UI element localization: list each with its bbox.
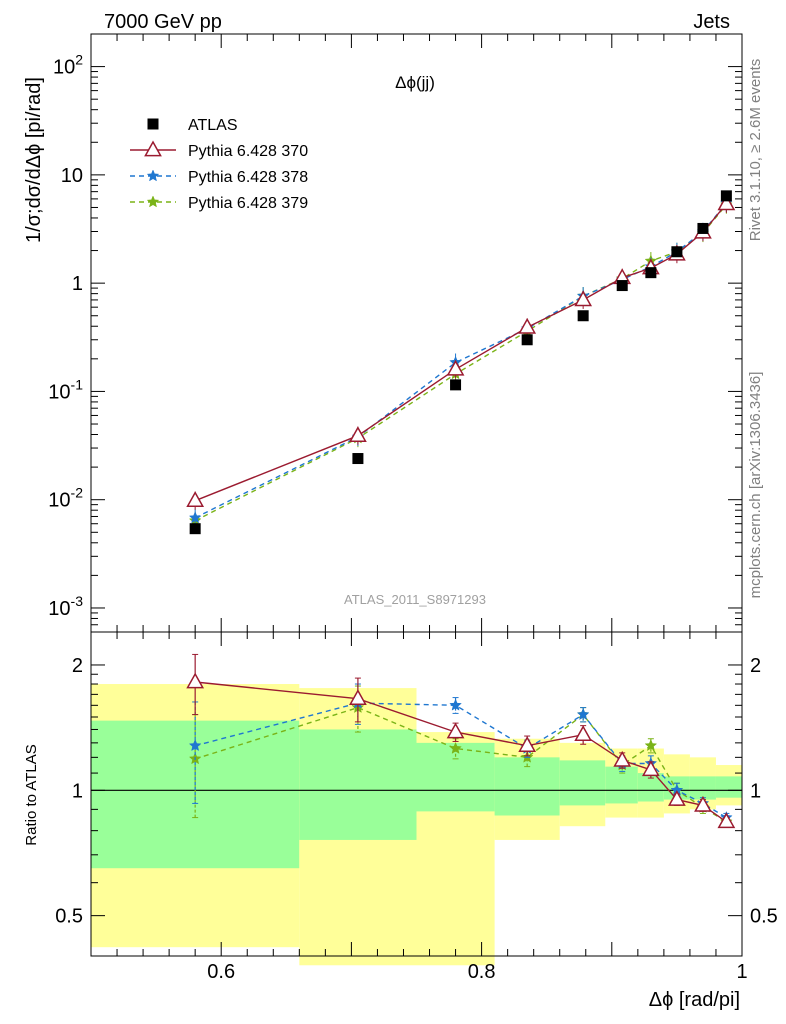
main-y-tick-label: 1 — [72, 273, 83, 295]
ratio-uncertainty-band-inner — [416, 742, 495, 812]
ratio-y-axis-label: Ratio to ATLAS — [23, 744, 40, 845]
main-data-point — [720, 190, 732, 202]
ratio-data-point — [641, 760, 660, 777]
ratio-data-point — [644, 739, 658, 752]
x-axis-label: Δϕ [rad/pi] — [649, 989, 740, 1011]
rivet-version-label: Rivet 3.1.10, ≥ 2.6M events — [747, 59, 764, 242]
header-process-label: Jets — [693, 11, 730, 33]
legend-entry-label: Pythia 6.428 378 — [188, 169, 308, 186]
ratio-data-point — [449, 741, 462, 754]
main-data-point — [352, 453, 364, 465]
ratio-y-tick-label-right: 0.5 — [750, 906, 778, 928]
ratio-data-point — [717, 812, 736, 829]
ratio-y-tick-label: 2 — [72, 655, 83, 677]
main-y-tick-label: 10-2 — [48, 485, 83, 512]
ratio-y-tick-label: 1 — [72, 780, 83, 802]
ratio-data-point — [574, 725, 593, 742]
main-y-axis-label: 1/σ;dσ/dΔϕ [pi/rad] — [23, 77, 45, 243]
main-data-point — [645, 267, 657, 279]
ratio-data-point — [349, 689, 367, 706]
main-data-point — [616, 280, 628, 292]
ratio-data-point — [613, 750, 632, 767]
x-tick-label: 0.8 — [468, 961, 496, 983]
x-tick-label: 1 — [736, 961, 747, 983]
ratio-y-tick-label-right: 1 — [750, 780, 761, 802]
ratio-uncertainty-band-inner — [299, 729, 417, 840]
main-data-point — [188, 511, 202, 524]
main-data-point — [577, 310, 589, 322]
x-tick-label: 0.6 — [207, 961, 235, 983]
main-data-point — [518, 317, 537, 334]
main-data-point — [697, 222, 709, 234]
main-y-tick-label: 10 — [61, 165, 83, 187]
mcplots-label: mcplots.cern.ch [arXiv:1306.3436] — [747, 372, 764, 599]
ratio-series-line-0 — [195, 681, 727, 823]
ratio-series-line-2 — [194, 706, 727, 823]
ratio-data-point — [446, 722, 465, 739]
ratio-series-line-1 — [195, 702, 727, 819]
main-series-line-1 — [194, 203, 727, 502]
legend-marker — [146, 169, 160, 182]
main-data-point — [349, 426, 367, 443]
main-data-point — [574, 290, 593, 307]
ratio-uncertainty-band-inner — [605, 766, 638, 804]
ratio-y-tick-label-right: 2 — [750, 655, 761, 677]
ratio-uncertainty-band-inner — [689, 776, 716, 800]
legend-marker — [146, 195, 160, 208]
main-data-point — [450, 379, 462, 391]
main-data-point — [717, 194, 736, 211]
header-energy-label: 7000 GeV pp — [104, 11, 222, 33]
ratio-data-point — [518, 736, 537, 753]
ratio-uncertainty-band-inner — [559, 760, 606, 806]
ratio-data-point — [576, 707, 590, 720]
legend: ATLAS Pythia 6.428 370 Pythia 6.428 378 Pyt… — [130, 117, 308, 212]
main-series-line-3 — [194, 204, 727, 522]
main-y-tick-label: 10-1 — [48, 376, 83, 403]
ratio-data-point — [668, 790, 686, 806]
ratio-data-point — [449, 698, 462, 711]
ratio-data-point — [186, 672, 205, 689]
main-data-point — [521, 334, 533, 346]
legend-entry-label: Pythia 6.428 370 — [188, 143, 308, 160]
main-y-tick-label: 102 — [53, 52, 83, 79]
main-series-line-2 — [194, 202, 727, 519]
main-data-point — [189, 523, 201, 535]
ratio-plot-frame — [90, 631, 743, 957]
legend-marker — [144, 140, 162, 157]
ratio-uncertainty-band-inner — [715, 776, 742, 798]
legend-entry-label: Pythia 6.428 379 — [188, 195, 308, 212]
ratio-data-point — [188, 739, 202, 752]
legend-marker — [147, 118, 159, 130]
ratio-y-tick-label: 0.5 — [55, 906, 83, 928]
main-data-point — [671, 246, 683, 258]
main-data-point — [446, 359, 465, 376]
ratio-data-point — [694, 795, 712, 812]
main-y-tick-label: 10-3 — [48, 593, 83, 620]
main-data-point — [186, 491, 205, 508]
analysis-watermark: ATLAS_2011_S8971293 — [344, 592, 486, 607]
legend-entry-label: ATLAS — [188, 117, 238, 134]
main-plot-title: Δϕ(jj) — [395, 73, 435, 92]
